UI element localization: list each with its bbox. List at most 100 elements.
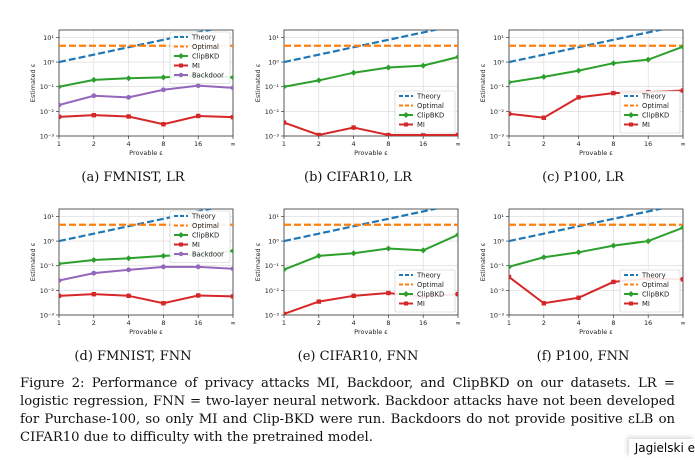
series-backdoor-marker [161,264,166,270]
series-clipbkd-marker [455,231,458,238]
y-tick-label: 10⁰ [43,238,54,246]
y-tick-label: 10¹ [43,213,54,221]
y-tick-label: 10⁻¹ [490,83,505,91]
y-tick-label: 10⁻² [265,287,280,295]
series-clipbkd-marker [509,263,512,270]
legend-label-clipbkd: ClipBKD [192,232,219,240]
legend-marker-mi [404,122,408,127]
series-mi-marker [541,115,546,120]
series-mi-marker [611,90,616,96]
series-mi-marker [541,301,546,306]
series-clipbkd-marker [160,74,167,81]
legend-marker-clipbkd [403,112,409,118]
series-clipbkd-marker [90,257,97,264]
panel-c: 10⁻³ 10⁻² 10⁻¹ 10⁰ 10¹ 1 2 4 8 16 ∞ Provable ε Estim… [458,16,688,166]
series-backdoor-marker [195,264,201,270]
series-backdoor-line [59,265,233,282]
y-tick-label: 10⁰ [493,59,504,67]
series-mi-marker [161,122,166,127]
x-tick-label: 4 [127,140,131,148]
series-clipbkd-line [509,226,683,268]
series-clipbkd-marker [90,76,97,83]
series-clipbkd-marker [509,79,512,86]
y-tick-label: 10⁻² [265,108,280,116]
series-clipbkd-marker [315,77,322,84]
series-mi-marker [576,295,581,300]
legend-marker-clipbkd [178,53,184,59]
legend-label-clipbkd: ClipBKD [417,112,444,120]
series-mi-marker [284,120,287,125]
series-theory-line [284,209,440,243]
plot-frame [283,208,459,316]
y-tick-label: 10⁻³ [265,312,280,320]
legend-label-mi: MI [642,121,650,129]
legend-box [169,210,231,263]
series-mi-marker [351,125,356,130]
y-tick-label: 10⁻¹ [40,262,55,270]
chart-f: 10⁻³ 10⁻² 10⁻¹ 10⁰ 10¹ 1 2 4 8 16 ∞ Provable ε Estim… [479,208,686,336]
y-axis-label: Estimated ε [479,63,487,102]
y-axis-label: Estimated ε [254,242,262,281]
x-axis-label: Provable ε [129,328,163,336]
chart-d: 10⁻³ 10⁻² 10⁻¹ 10⁰ 10¹ 1 2 4 8 16 ∞ Provable ε Estim… [29,208,236,336]
x-axis-label: Provable ε [579,328,613,336]
legend-marker-clipbkd [178,232,184,238]
legend-label-theory: Theory [641,93,666,101]
series-clipbkd-marker [610,60,617,67]
series-clipbkd-marker [59,260,62,267]
subcaption-a: (a) FMNIST, LR [81,170,185,185]
x-tick-label: 4 [577,140,581,148]
x-tick-label: ∞ [455,319,460,327]
series-clipbkd-marker [420,247,427,254]
series-clipbkd-line [284,56,458,88]
author-tag: Jagielski e [628,439,695,457]
series-backdoor-line [59,84,233,107]
series-mi-line [284,121,458,136]
series-mi-marker [126,293,131,299]
legend-label-mi: MI [192,241,200,249]
legend-label-mi: MI [642,300,650,308]
series-clipbkd-marker [680,43,683,50]
y-tick-label: 10¹ [493,213,504,221]
series-clipbkd-marker [455,54,458,61]
series-mi-marker [161,301,166,306]
y-tick-label: 10⁻² [40,287,55,295]
panel-a: 10⁻³ 10⁻² 10⁻¹ 10⁰ 10¹ 1 2 4 8 16 ∞ Provable ε Estim… [8,16,238,166]
series-mi-marker [316,132,321,136]
x-tick-label: 1 [57,319,61,327]
legend-marker-mi [629,301,633,306]
y-tick-label: 10⁻² [490,287,505,295]
legend-label-optimal: Optimal [417,281,444,289]
x-tick-label: 4 [127,319,131,327]
x-axis-label: Provable ε [354,149,388,157]
series-backdoor-marker [230,266,233,272]
series-mi-marker [351,293,356,299]
series-theory-line [284,30,440,64]
legend-marker-mi [404,301,408,306]
plot-frame [58,29,234,137]
chart-b: 10⁻³ 10⁻² 10⁻¹ 10⁰ 10¹ 1 2 4 8 16 ∞ Provable ε Estim… [254,29,461,157]
chart-a: 10⁻³ 10⁻² 10⁻¹ 10⁰ 10¹ 1 2 4 8 16 ∞ Provable ε Estim… [29,29,236,157]
series-clipbkd-marker [420,62,427,69]
legend-label-clipbkd: ClipBKD [642,112,669,120]
series-clipbkd-marker [575,67,582,74]
series-clipbkd-marker [125,255,132,262]
series-clipbkd-marker [315,252,322,259]
y-tick-label: 10⁻² [40,108,55,116]
y-axis-label: Estimated ε [479,242,487,281]
y-tick-label: 10⁻³ [40,312,55,320]
legend-box [619,90,681,134]
legend-label-optimal: Optimal [642,102,669,110]
x-tick-label: 8 [161,319,165,327]
figure-caption: Figure 2: Performance of privacy attacks… [20,375,675,447]
legend-label-optimal: Optimal [192,222,219,230]
y-tick-label: 10¹ [493,34,504,42]
plot-frame [283,29,459,137]
series-clipbkd-marker [645,238,652,245]
series-backdoor-marker [59,278,62,283]
x-tick-label: 8 [611,319,615,327]
x-tick-label: 2 [92,140,96,148]
series-mi-marker [421,132,426,136]
legend-label-mi: MI [417,121,425,129]
series-mi-marker [386,132,391,136]
